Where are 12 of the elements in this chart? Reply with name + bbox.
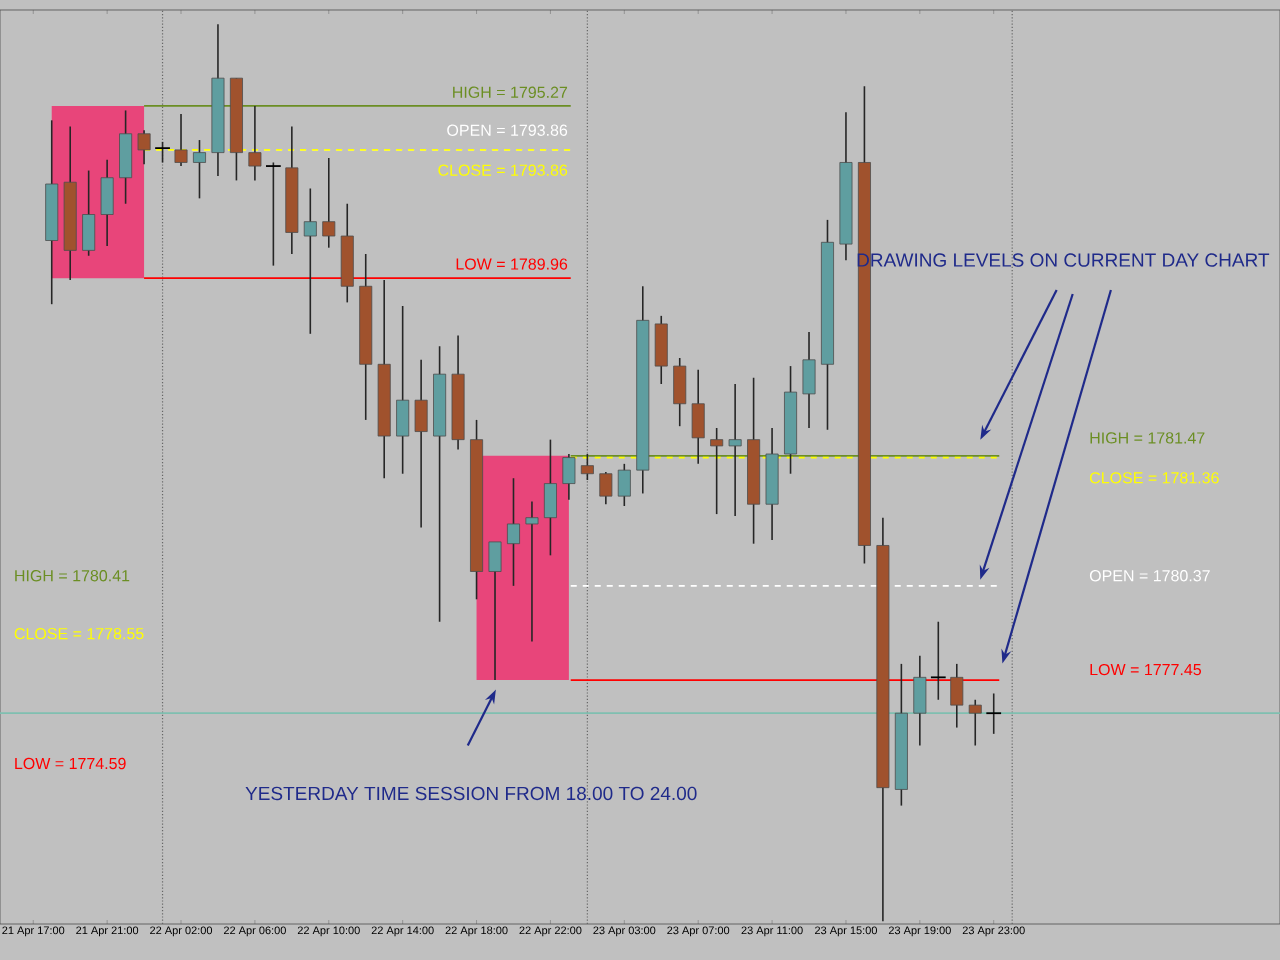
annotation: YESTERDAY TIME SESSION FROM 18.00 TO 24.00 — [245, 786, 697, 801]
annotation: CLOSE = 1778.55 — [14, 627, 144, 640]
text: LOW = 1777.45 — [1090, 663, 1202, 676]
text: HIGH = 1781.47 — [1090, 432, 1205, 444]
annotation: HIGH = 1780.41 — [15, 570, 130, 582]
annotation: CLOSE = 1793.86 — [438, 164, 568, 176]
annotation: LOW = 1789.96 — [456, 258, 568, 270]
text: CLOSE = 1781.36 — [1090, 472, 1219, 484]
annotation: OPEN = 1793.86 — [447, 124, 568, 136]
annotation: LOW = 1774.59 — [15, 757, 126, 770]
text: OPEN = 1780.37 — [1089, 570, 1210, 582]
annotation: HIGH = 1795.27 — [453, 86, 568, 98]
